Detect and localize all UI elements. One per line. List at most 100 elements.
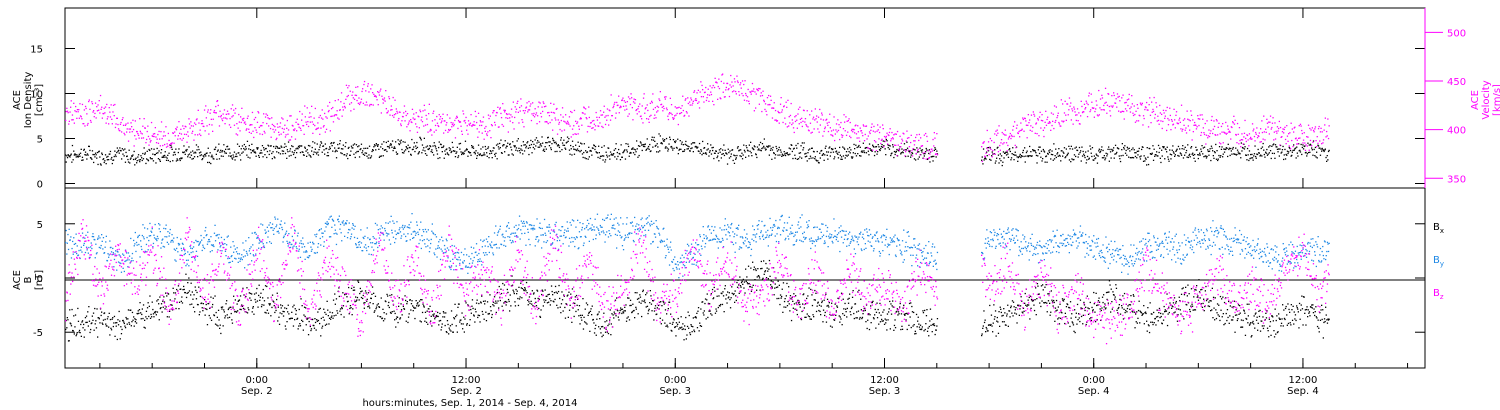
- legend-By: By: [1433, 255, 1444, 268]
- velocity-point: [238, 121, 240, 123]
- velocity-point: [263, 130, 265, 133]
- velocity-point: [533, 112, 535, 115]
- velocity-point: [1091, 101, 1093, 103]
- velocity-point: [984, 155, 986, 157]
- density-point: [1017, 160, 1019, 162]
- bx-point: [239, 308, 241, 310]
- velocity-point: [801, 125, 803, 128]
- density-point: [1234, 153, 1236, 155]
- bx-point: [507, 291, 509, 294]
- density-point: [223, 150, 226, 153]
- density-point: [860, 151, 863, 153]
- density-point: [298, 146, 300, 149]
- velocity-point: [773, 107, 775, 109]
- density-point: [1189, 153, 1191, 155]
- density-point: [687, 148, 689, 150]
- density-point: [714, 152, 716, 154]
- density-point: [555, 143, 557, 145]
- density-point: [532, 141, 534, 143]
- density-point: [1036, 162, 1038, 164]
- bx-point: [96, 308, 98, 310]
- velocity-point: [527, 111, 529, 113]
- velocity-point: [195, 119, 198, 121]
- velocity-point: [1281, 136, 1283, 138]
- density-point: [364, 152, 366, 154]
- velocity-point: [206, 125, 208, 127]
- velocity-point: [1202, 118, 1204, 120]
- density-point: [1269, 145, 1271, 147]
- velocity-point: [75, 105, 77, 108]
- velocity-point: [798, 123, 800, 125]
- velocity-point: [1011, 135, 1013, 138]
- velocity-point: [632, 119, 634, 121]
- density-point: [1104, 157, 1107, 159]
- velocity-point: [551, 119, 553, 121]
- velocity-point: [497, 106, 499, 108]
- velocity-point: [134, 120, 136, 122]
- bx-point: [422, 303, 424, 305]
- bx-point: [94, 323, 96, 325]
- density-point: [241, 152, 243, 154]
- bx-point: [145, 316, 147, 318]
- density-point: [1286, 150, 1289, 152]
- velocity-point: [173, 142, 175, 144]
- bx-point: [267, 312, 270, 314]
- density-point: [297, 145, 300, 147]
- velocity-point: [1220, 125, 1223, 128]
- velocity-point: [795, 115, 797, 117]
- density-point: [166, 157, 168, 159]
- velocity-point: [493, 110, 495, 112]
- density-point: [537, 146, 539, 148]
- velocity-point: [677, 123, 679, 126]
- velocity-point: [898, 149, 901, 151]
- bx-point: [285, 328, 287, 330]
- density-point: [460, 151, 462, 153]
- velocity-point: [593, 119, 595, 122]
- velocity-point: [882, 128, 884, 130]
- density-point: [901, 148, 903, 150]
- density-point: [135, 157, 137, 159]
- velocity-point: [319, 114, 321, 117]
- density-point: [870, 149, 873, 151]
- velocity-point: [1247, 139, 1249, 141]
- density-point: [1273, 152, 1275, 155]
- density-point: [122, 149, 125, 151]
- density-point: [335, 149, 337, 151]
- density-point: [572, 146, 574, 148]
- density-point: [209, 152, 211, 154]
- density-point: [342, 144, 344, 146]
- bx-point: [395, 318, 397, 320]
- velocity-point: [1302, 139, 1305, 141]
- density-point: [267, 144, 269, 146]
- bx-point: [568, 309, 571, 311]
- density-point: [231, 158, 234, 160]
- bx-point: [346, 296, 348, 298]
- density-point: [628, 155, 630, 157]
- density-point: [287, 151, 289, 153]
- density-point: [840, 156, 843, 158]
- velocity-point: [807, 126, 809, 128]
- density-point: [1314, 155, 1316, 157]
- density-point: [474, 151, 476, 153]
- density-point: [1176, 148, 1178, 150]
- density-point: [773, 152, 775, 154]
- velocity-point: [515, 108, 518, 110]
- density-point: [1119, 158, 1121, 160]
- bx-point: [296, 318, 298, 320]
- bx-point: [114, 335, 116, 337]
- density-point: [996, 147, 998, 149]
- density-point: [387, 140, 389, 142]
- density-point: [155, 152, 158, 154]
- bx-point: [593, 332, 596, 334]
- density-point: [349, 154, 351, 156]
- density-point: [722, 153, 724, 155]
- density-point: [860, 155, 862, 157]
- bx-point: [526, 292, 528, 294]
- bx-point: [119, 338, 121, 340]
- velocity-point: [321, 109, 323, 111]
- density-point: [202, 155, 204, 157]
- density-point: [822, 153, 825, 155]
- density-point: [1230, 150, 1232, 152]
- velocity-point: [1327, 118, 1329, 120]
- bx-point: [231, 319, 233, 321]
